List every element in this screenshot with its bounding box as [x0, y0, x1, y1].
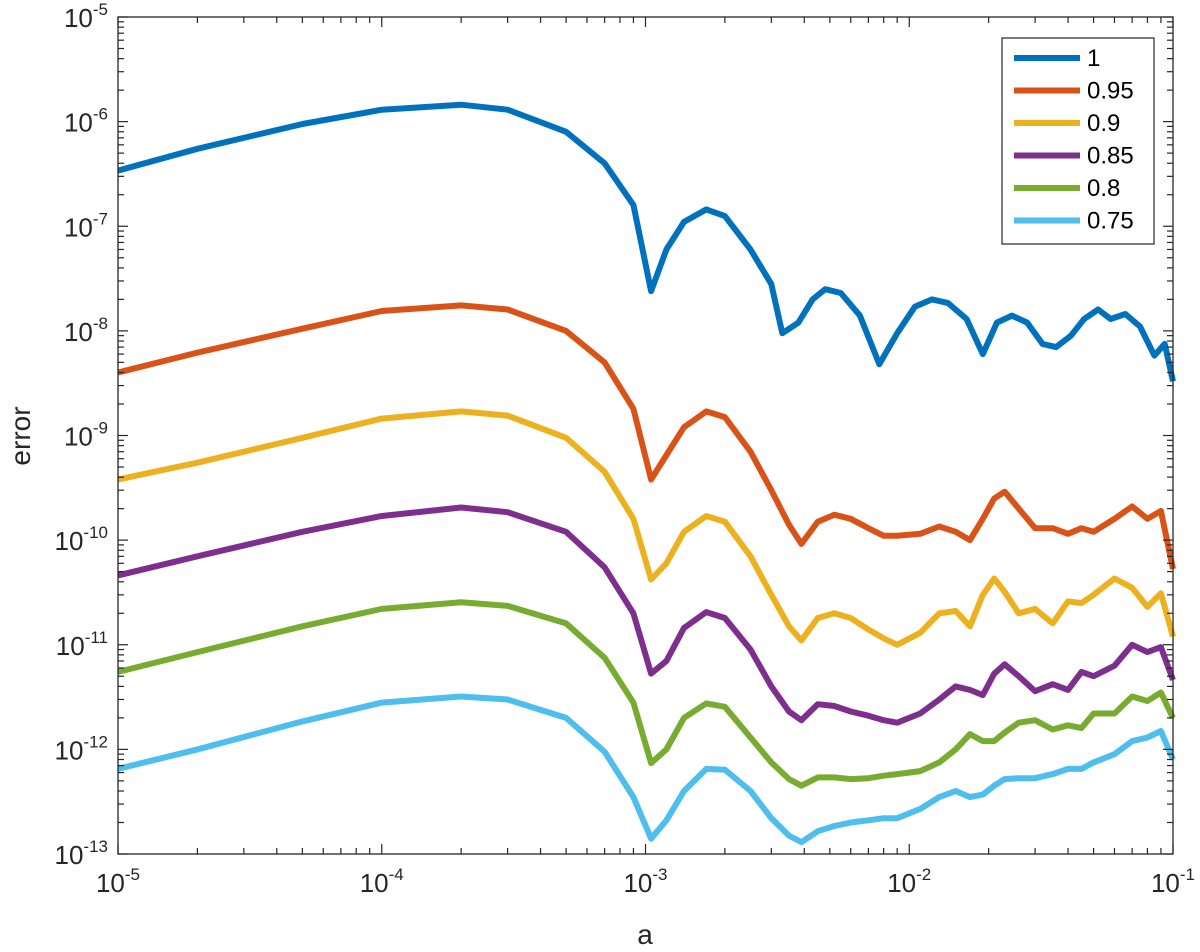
x-tick-label: 10-1 [1151, 865, 1195, 898]
series-line-4 [117, 599, 1176, 789]
x-axis-label: a [637, 919, 653, 950]
series-layer [117, 101, 1176, 846]
series-line-1 [117, 302, 1176, 570]
series-line-3 [117, 504, 1176, 726]
legend-box [1001, 37, 1155, 245]
series-line-0 [117, 101, 1176, 382]
legend: 1 0.95 0.9 0.85 0.8 0.75 [1001, 37, 1155, 245]
legend-label-2: 0.9 [1087, 110, 1120, 137]
series-line-5 [117, 693, 1176, 846]
y-tick-label: 10-9 [64, 419, 108, 452]
y-axis-label: error [5, 406, 36, 465]
y-tick-label: 10-10 [55, 523, 109, 556]
legend-label-3: 0.85 [1087, 143, 1134, 170]
legend-label-4: 0.8 [1087, 175, 1120, 202]
y-tick-label: 10-5 [64, 0, 108, 33]
tick-label-layer: 10-5 10-4 10-3 10-2 10-1 10-13 10-12 10-11 10-10… [55, 0, 1196, 898]
tick-layer [117, 16, 1174, 855]
x-tick-label: 10-2 [887, 865, 931, 898]
series-line-2 [117, 408, 1176, 648]
legend-label-5: 0.75 [1087, 208, 1134, 235]
y-tick-label: 10-11 [56, 628, 108, 661]
x-tick-label: 10-5 [96, 865, 140, 898]
x-tick-label: 10-3 [623, 865, 667, 898]
y-tick-label: 10-7 [64, 209, 108, 242]
legend-label-0: 1 [1087, 45, 1100, 72]
y-tick-label: 10-8 [64, 314, 108, 347]
y-tick-label: 10-6 [64, 105, 108, 138]
x-tick-label: 10-4 [360, 865, 404, 898]
y-tick-label: 10-13 [55, 837, 109, 870]
y-tick-label: 10-12 [55, 732, 109, 765]
plot-area [118, 17, 1173, 854]
legend-label-1: 0.95 [1087, 78, 1134, 105]
